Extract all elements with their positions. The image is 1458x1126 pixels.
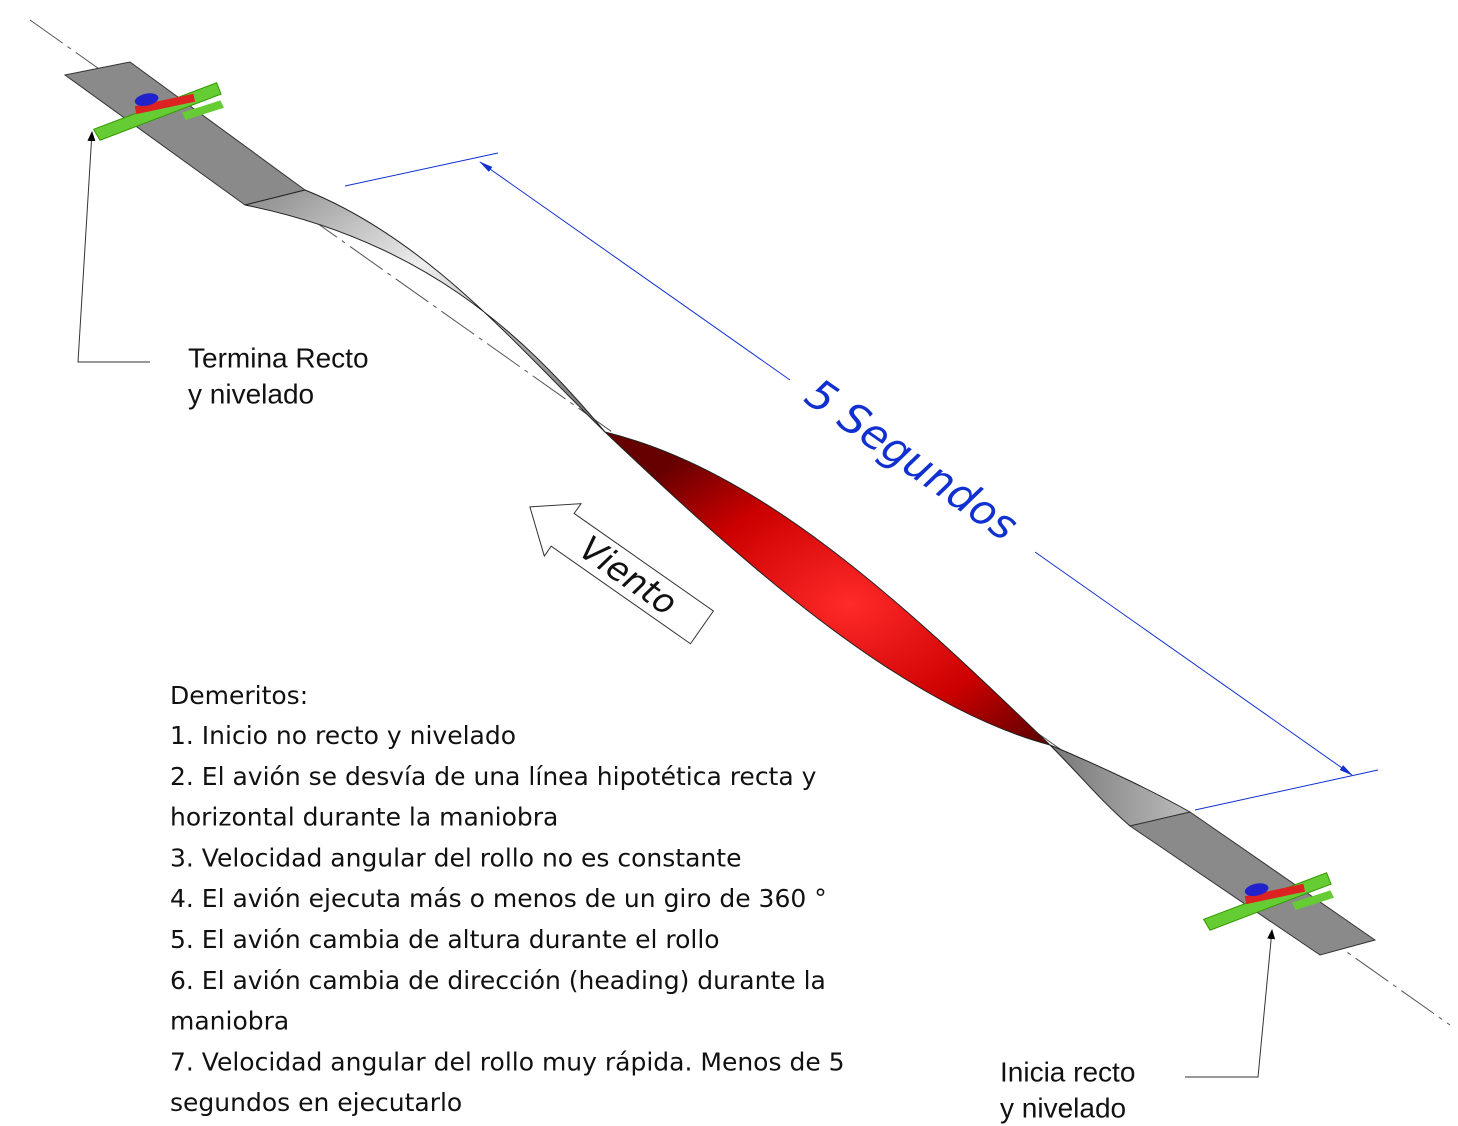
ribbon-twist: [1049, 744, 1192, 827]
leader: [77, 131, 1276, 1078]
end-label: y nivelado: [188, 378, 314, 409]
demerit-item: 2. El avión se desvía de una línea hipot…: [170, 762, 817, 791]
duration-label: 5 Segundos: [797, 369, 1027, 551]
demerit-item: 7. Velocidad angular del rollo muy rápid…: [170, 1047, 845, 1076]
demerits-title: Demeritos:: [170, 681, 308, 710]
demerit-item: horizontal durante la maniobra: [170, 803, 558, 832]
demerits: Demeritos: 1. Inicio no recto y nivelado…: [170, 681, 845, 1117]
demerit-item: 6. El avión cambia de dirección (heading…: [170, 966, 826, 995]
end-label: Termina Recto: [188, 342, 369, 373]
demerit-item: 5. El avión cambia de altura durante el …: [170, 925, 720, 954]
ribbon-flat: [1128, 811, 1377, 956]
demerit-item: maniobra: [170, 1007, 289, 1036]
demerit-item: 4. El avión ejecuta más o menos de un gi…: [170, 884, 827, 913]
start-label: Inicia recto: [1000, 1056, 1135, 1087]
airplane: [92, 82, 224, 141]
airplane: [1202, 872, 1334, 931]
demerit-item: 3. Velocidad angular del rollo no es con…: [170, 843, 741, 872]
wind-label: Viento: [572, 528, 684, 623]
dimension: [344, 152, 1379, 811]
start-label: y nivelado: [1000, 1092, 1126, 1123]
demerit-item: 1. Inicio no recto y nivelado: [170, 721, 516, 750]
demerit-item: segundos en ejecutarlo: [170, 1088, 462, 1117]
